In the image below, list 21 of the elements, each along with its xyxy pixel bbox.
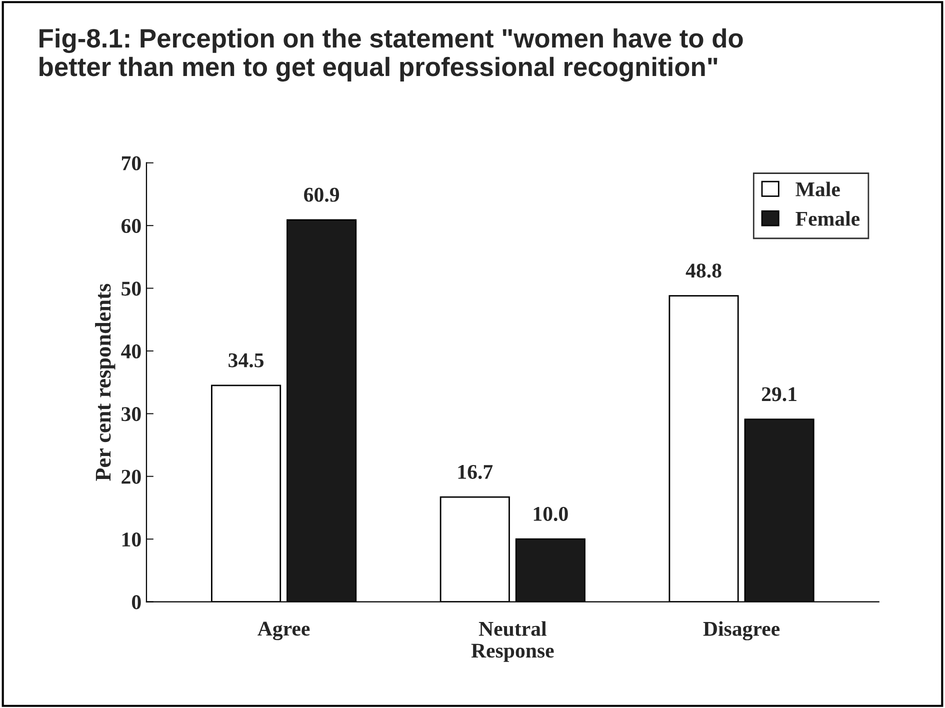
chart-title: Fig-8.1: Perception on the statement "women have to do better than men to get equal professional recognition"	[40, 28, 743, 82]
data-label: 34.5	[228, 353, 264, 368]
y-tick-label: 10	[122, 532, 141, 547]
y-tick-label: 70	[122, 156, 141, 170]
y-tick-label: 0	[132, 595, 141, 610]
y-tick-label: 30	[122, 407, 141, 422]
x-tick-label: Neutral Response	[471, 621, 554, 662]
y-tick-label: 40	[121, 344, 141, 358]
data-label: 16.7	[458, 464, 493, 480]
x-tick-label: Agree	[258, 622, 310, 640]
legend-label: Female	[796, 211, 860, 226]
x-tick-label: Disagree	[703, 621, 780, 640]
y-axis-title: Per cent respondents	[95, 284, 116, 481]
data-label: 29.1	[762, 387, 796, 402]
data-label: 48.8	[686, 264, 722, 278]
data-label: 10.0	[534, 506, 568, 522]
legend-label: Male	[796, 182, 840, 196]
y-tick-label: 20	[122, 470, 141, 484]
data-label: 60.9	[304, 188, 340, 202]
y-tick-label: 60	[121, 218, 141, 233]
y-tick-label: 50	[122, 282, 141, 296]
